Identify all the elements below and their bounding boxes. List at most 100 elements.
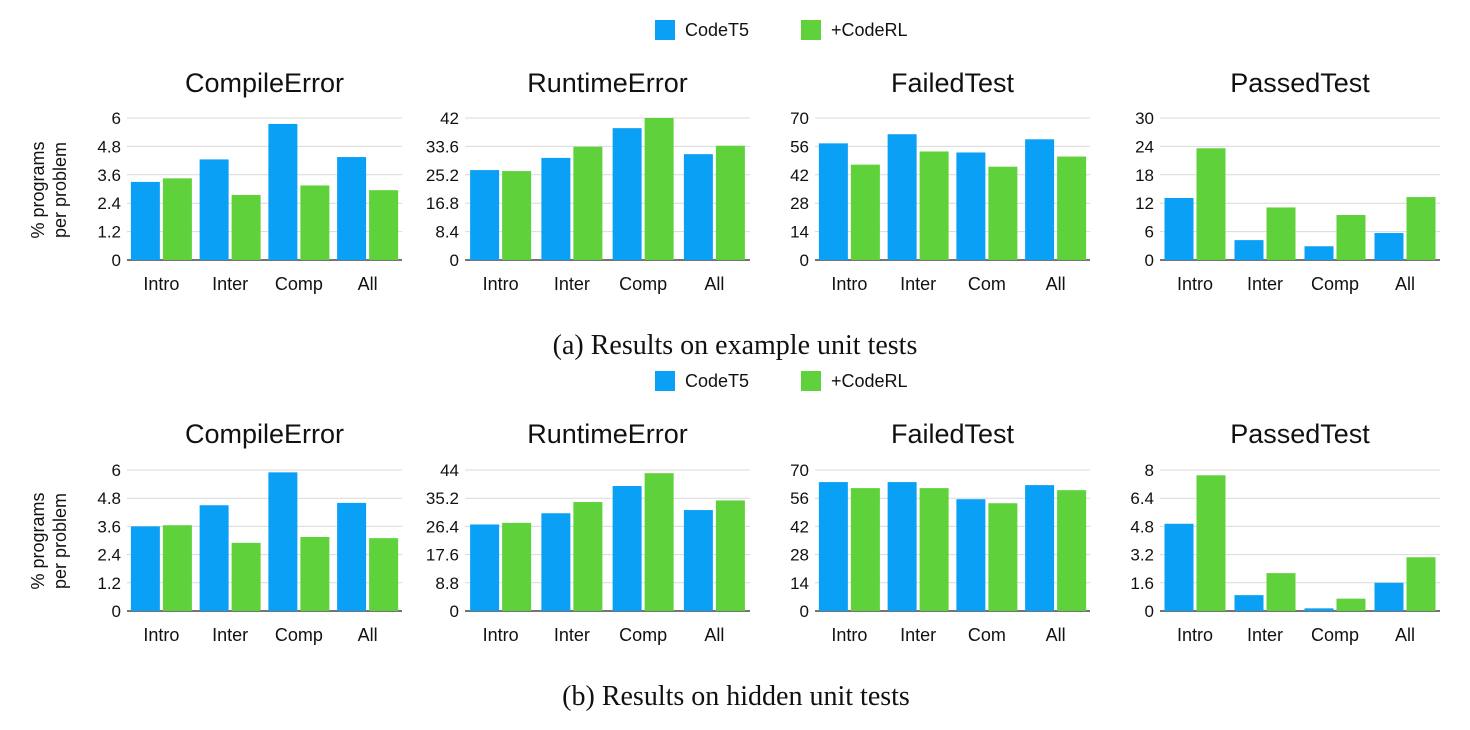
bar-coderl-intro — [162, 525, 192, 611]
legend-b-coderl-label: +CodeRL — [831, 371, 908, 391]
x-tick-label: Intro — [483, 274, 519, 294]
bar-codet5-all — [1025, 485, 1055, 611]
x-tick-label: All — [704, 274, 724, 294]
bar-coderl-inter — [573, 146, 603, 260]
bar-coderl-intro — [502, 522, 532, 611]
y-tick-label: 0 — [1145, 602, 1154, 621]
bar-coderl-com — [988, 166, 1018, 260]
y-tick-label: 0 — [800, 251, 809, 270]
bar-coderl-inter — [919, 488, 949, 611]
x-tick-label: Comp — [1311, 625, 1359, 645]
y-tick-label: 42 — [790, 166, 809, 185]
chart-runtimeerror-example: RuntimeError 0 8.4 16.8 25.2 33.6 42 Intro Inter… — [426, 68, 750, 294]
y-tick-label: 0 — [800, 602, 809, 621]
y-tick-label: 0 — [450, 602, 459, 621]
bar-coderl-intro — [162, 178, 192, 260]
bar-codet5-inter — [887, 482, 917, 611]
y-tick-label: 26.4 — [426, 517, 459, 536]
bar-coderl-comp — [1336, 598, 1366, 611]
bar-coderl-all — [1057, 156, 1087, 260]
bar-codet5-inter — [541, 513, 571, 611]
bar-coderl-all — [1406, 197, 1436, 260]
chart-title: PassedTest — [1230, 419, 1370, 449]
chart-title: RuntimeError — [527, 419, 688, 449]
bar-coderl-all — [369, 190, 399, 260]
legend-a-coderl-swatch — [801, 20, 821, 40]
y-tick-label: 2.4 — [97, 546, 121, 565]
bar-coderl-inter — [1266, 207, 1296, 260]
bar-coderl-comp — [1336, 215, 1366, 260]
bar-codet5-com — [956, 152, 986, 260]
y-tick-label: 0 — [112, 602, 121, 621]
bar-codet5-intro — [130, 526, 160, 611]
y-tick-label: 25.2 — [426, 166, 459, 185]
x-tick-label: All — [1046, 625, 1066, 645]
chart-title: PassedTest — [1230, 68, 1370, 98]
y-tick-label: 33.6 — [426, 137, 459, 156]
x-tick-label: Comp — [1311, 274, 1359, 294]
bar-coderl-intro — [850, 488, 880, 611]
legend-b-codet5-label: CodeT5 — [685, 371, 749, 391]
y-tick-label: 8.8 — [435, 574, 459, 593]
bar-codet5-inter — [887, 134, 917, 260]
y-tick-label: 12 — [1135, 194, 1154, 213]
x-tick-label: Intro — [831, 274, 867, 294]
x-tick-label: Inter — [1247, 625, 1283, 645]
bar-codet5-inter — [541, 157, 571, 260]
x-tick-label: Inter — [554, 274, 590, 294]
chart-title: CompileError — [185, 68, 344, 98]
ylabel-a-line1: % programs — [28, 141, 48, 238]
bar-codet5-intro — [1164, 523, 1194, 611]
ylabel-a-line2: per problem — [50, 142, 70, 238]
y-tick-label: 35.2 — [426, 489, 459, 508]
bar-codet5-comp — [612, 486, 642, 611]
y-tick-label: 2.4 — [97, 194, 121, 213]
y-tick-label: 28 — [790, 194, 809, 213]
legend-a-codet5-swatch — [655, 20, 675, 40]
bar-codet5-inter — [1234, 240, 1264, 260]
ylabel-b: % programs per problem — [28, 492, 70, 589]
x-tick-label: Inter — [1247, 274, 1283, 294]
y-tick-label: 17.6 — [426, 546, 459, 565]
y-tick-label: 8 — [1145, 461, 1154, 480]
bar-codet5-all — [683, 510, 713, 611]
y-tick-label: 4.8 — [97, 137, 121, 156]
bar-coderl-com — [988, 503, 1018, 611]
chart-passedtest-example: PassedTest 0 6 12 18 24 30 Intro Inter Comp All — [1135, 68, 1440, 294]
x-tick-label: Inter — [212, 625, 248, 645]
bar-coderl-intro — [850, 164, 880, 260]
legend-a: CodeT5 +CodeRL — [655, 20, 908, 40]
caption-b: (b) Results on hidden unit tests — [562, 681, 910, 712]
bar-codet5-comp — [1304, 608, 1334, 611]
chart-failedtest-hidden: FailedTest 0 14 28 42 56 70 Intro Inter Com All — [790, 419, 1090, 645]
bar-codet5-all — [337, 157, 367, 260]
y-tick-label: 8.4 — [435, 223, 459, 242]
bar-codet5-inter — [199, 159, 229, 260]
bar-coderl-all — [369, 538, 399, 611]
x-tick-label: Inter — [900, 274, 936, 294]
bar-coderl-intro — [1196, 475, 1226, 611]
y-tick-label: 3.2 — [1130, 546, 1154, 565]
y-tick-label: 0 — [1145, 251, 1154, 270]
bar-codet5-all — [1374, 582, 1404, 611]
x-tick-label: All — [1395, 274, 1415, 294]
bar-coderl-comp — [644, 473, 674, 611]
x-tick-label: All — [1046, 274, 1066, 294]
y-tick-label: 6 — [112, 461, 121, 480]
bar-coderl-comp — [300, 536, 330, 611]
bar-codet5-all — [1025, 139, 1055, 260]
bar-coderl-all — [715, 500, 745, 611]
x-tick-label: Comp — [275, 274, 323, 294]
y-tick-label: 18 — [1135, 166, 1154, 185]
legend-b-coderl-swatch — [801, 371, 821, 391]
y-tick-label: 14 — [790, 223, 809, 242]
legend-b: CodeT5 +CodeRL — [655, 371, 908, 391]
x-tick-label: Intro — [143, 625, 179, 645]
bar-codet5-intro — [818, 143, 848, 260]
bar-codet5-comp — [612, 128, 642, 260]
bar-codet5-comp — [268, 472, 298, 611]
x-tick-label: Intro — [483, 625, 519, 645]
y-tick-label: 0 — [450, 251, 459, 270]
bar-coderl-all — [1406, 557, 1436, 611]
y-tick-label: 70 — [790, 109, 809, 128]
